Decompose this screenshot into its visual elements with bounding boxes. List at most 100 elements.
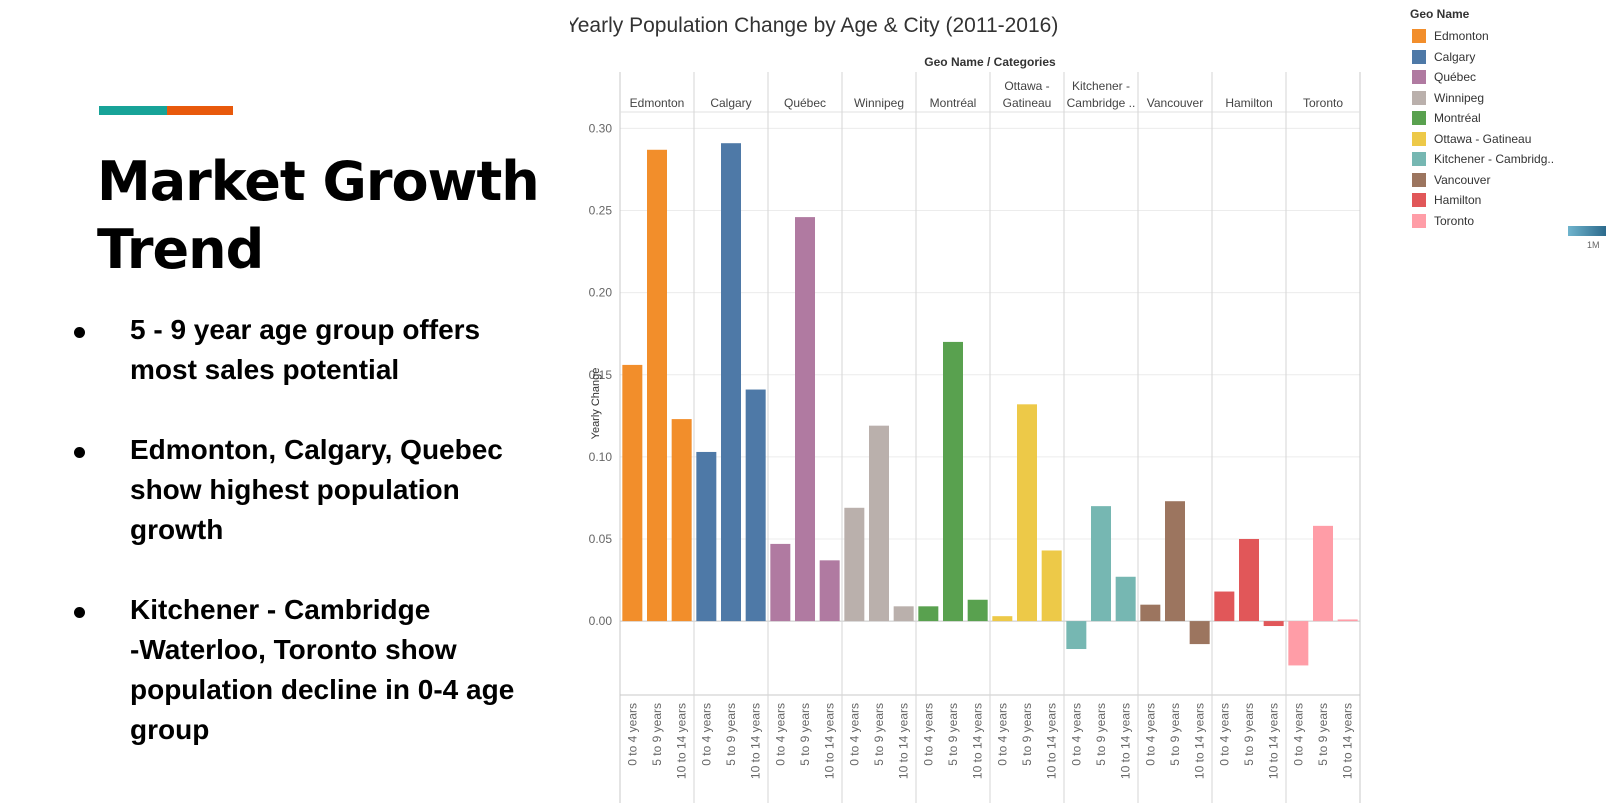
legend-swatch [1412,49,1426,64]
legend-swatch [1412,152,1426,167]
legend-item[interactable]: Ottawa - Gatineau [1412,129,1554,150]
bar [992,616,1013,622]
x-tick-label: 5 to 9 years [724,703,738,766]
bar [1337,619,1358,622]
accent-bar-orange [167,106,233,115]
bullet-line: growth [130,514,224,545]
bar [819,560,840,622]
panel-label: Québec [784,96,826,110]
bullet-dot-icon [74,607,85,618]
legend-label: Winnipeg [1434,90,1485,105]
legend-item[interactable]: Montréal [1412,108,1554,129]
x-tick-label: 0 to 4 years [921,703,935,766]
bullet-line: group [130,714,210,745]
legend-label: Ottawa - Gatineau [1434,131,1532,146]
x-tick-label: 10 to 14 years [971,703,985,779]
bullet-dot-icon [74,327,85,338]
legend-label: Montréal [1434,111,1481,126]
legend-item[interactable]: Toronto [1412,211,1554,232]
legend-swatch [1412,90,1426,105]
x-tick-label: 5 to 9 years [1168,703,1182,766]
y-tick-label: 0.00 [589,614,613,628]
panel-label: Vancouver [1147,96,1203,110]
bar [1041,550,1062,622]
bar [918,606,939,622]
legend-item[interactable]: Calgary [1412,47,1554,68]
accent-bar-teal [99,106,167,115]
x-tick-label: 10 to 14 years [1267,703,1281,779]
panel-label: Edmonton [630,96,685,110]
bullet-line: 5 - 9 year age group offers [130,314,481,345]
slide-title-line2: Trend [97,218,264,281]
x-tick-label: 5 to 9 years [1242,703,1256,766]
legend-swatch [1412,111,1426,126]
x-tick-label: 0 to 4 years [1143,703,1157,766]
bullet-line: Edmonton, Calgary, Quebec [130,434,503,465]
x-tick-label: 0 to 4 years [773,703,787,766]
bar [671,419,692,622]
y-tick-label: 0.15 [589,368,613,382]
legend-item[interactable]: Winnipeg [1412,88,1554,109]
bar [1066,621,1087,650]
population-change-chart: Yearly Population Change by Age & City (… [570,14,1361,803]
y-tick-label: 0.10 [589,450,613,464]
bar [795,217,815,622]
x-tick-label: 10 to 14 years [1193,703,1207,779]
legend-label: Edmonton [1434,29,1489,44]
bar [844,507,865,622]
chart-title: Yearly Population Change by Age & City (… [570,14,1058,37]
legend-label: Calgary [1434,49,1476,64]
bullet-line: population decline in 0-4 age [130,674,515,705]
bullet-list: 5 - 9 year age group offers most sales p… [70,310,540,790]
panel-label: Hamilton [1225,96,1272,110]
legend-label: Vancouver [1434,172,1491,187]
x-tick-label: 0 to 4 years [1291,703,1305,766]
bar [696,451,717,622]
legend-swatch [1412,70,1426,85]
x-tick-label: 0 to 4 years [995,703,1009,766]
bullet-item: Kitchener - Cambridge -Waterloo, Toronto… [70,590,540,750]
legend-label: Hamilton [1434,193,1482,208]
bar [622,364,643,622]
bar [967,599,988,622]
panel-label: Montréal [930,96,977,110]
bar [1313,525,1333,622]
legend-label: Québec [1434,70,1477,85]
legend-item[interactable]: Edmonton [1412,26,1554,47]
x-tick-label: 5 to 9 years [1316,703,1330,766]
x-tick-label: 0 to 4 years [1069,703,1083,766]
legend-title: Geo Name [1410,7,1470,21]
bar [893,606,914,622]
bullet-line: show highest population [130,474,460,505]
x-tick-label: 0 to 4 years [1217,703,1231,766]
y-tick-label: 0.20 [589,286,613,300]
legend-item[interactable]: Kitchener - Cambridg.. [1412,149,1554,170]
x-tick-label: 5 to 9 years [798,703,812,766]
x-tick-label: 5 to 9 years [946,703,960,766]
x-tick-label: 0 to 4 years [847,703,861,766]
y-tick-label: 0.30 [589,121,613,135]
bar [1239,538,1259,622]
bullet-item: 5 - 9 year age group offers most sales p… [70,310,540,390]
bar [770,543,791,622]
legend-item[interactable]: Vancouver [1412,170,1554,191]
bullet-line: Kitchener - Cambridge [130,594,431,625]
x-tick-label: 0 to 4 years [625,703,639,766]
y-tick-label: 0.05 [589,532,613,546]
bar [1017,404,1037,622]
panel-label: Ottawa - [1004,79,1049,93]
panel-label: Winnipeg [854,96,904,110]
bullet-line: most sales potential [130,354,400,385]
bullet-line: -Waterloo, Toronto show [130,634,457,665]
bullet-dot-icon [74,447,85,458]
legend-item[interactable]: Hamilton [1412,190,1554,211]
x-tick-label: 5 to 9 years [872,703,886,766]
slide-title: Market Growth Trend [97,148,540,284]
chart-header-label: Geo Name / Categories [924,55,1056,69]
x-tick-label: 5 to 9 years [1094,703,1108,766]
x-tick-label: 5 to 9 years [1020,703,1034,766]
panel-label: Cambridge .. [1067,96,1136,110]
bar [869,425,889,622]
legend-item[interactable]: Québec [1412,67,1554,88]
bar [745,389,766,622]
